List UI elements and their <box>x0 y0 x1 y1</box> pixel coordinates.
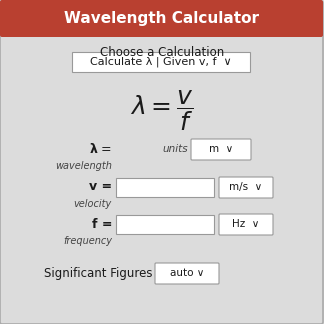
Text: Calculate λ | Given v, f  ∨: Calculate λ | Given v, f ∨ <box>90 57 232 67</box>
Text: auto ∨: auto ∨ <box>170 268 204 278</box>
FancyBboxPatch shape <box>191 139 251 160</box>
FancyBboxPatch shape <box>116 215 214 234</box>
FancyBboxPatch shape <box>116 178 214 197</box>
Text: $\lambda = \dfrac{v}{f}$: $\lambda = \dfrac{v}{f}$ <box>130 88 194 133</box>
Text: $\bf{\lambda}$ =: $\bf{\lambda}$ = <box>89 142 112 156</box>
FancyBboxPatch shape <box>219 177 273 198</box>
Text: f =: f = <box>91 217 112 230</box>
Text: Hz  ∨: Hz ∨ <box>232 219 260 229</box>
FancyBboxPatch shape <box>219 214 273 235</box>
Bar <box>2 20 321 35</box>
Text: frequency: frequency <box>63 236 112 246</box>
FancyBboxPatch shape <box>155 263 219 284</box>
Text: wavelength: wavelength <box>55 161 112 171</box>
Text: Choose a Calculation: Choose a Calculation <box>100 45 224 59</box>
Text: Significant Figures: Significant Figures <box>43 268 152 281</box>
Text: v =: v = <box>89 180 112 193</box>
Text: m/s  ∨: m/s ∨ <box>229 182 263 192</box>
Text: velocity: velocity <box>74 199 112 209</box>
FancyBboxPatch shape <box>72 52 250 72</box>
Text: m  ∨: m ∨ <box>209 144 233 154</box>
FancyBboxPatch shape <box>0 0 323 37</box>
Text: Wavelength Calculator: Wavelength Calculator <box>64 10 260 26</box>
Text: units: units <box>162 144 188 154</box>
